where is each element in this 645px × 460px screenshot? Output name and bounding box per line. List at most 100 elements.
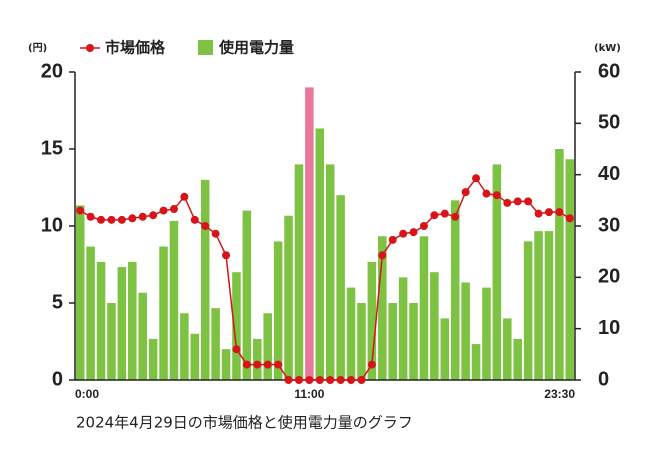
point <box>482 189 491 198</box>
point <box>440 209 449 218</box>
y-tick-label: 10 <box>41 214 63 236</box>
chart-title: 2024年4月29日の市場価格と使用電力量のグラフ <box>76 414 413 432</box>
point <box>159 206 168 215</box>
point <box>367 360 376 369</box>
bar <box>544 231 554 380</box>
point <box>534 209 543 218</box>
point <box>544 208 553 217</box>
bar <box>388 303 397 380</box>
y2-tick-label: 40 <box>598 163 620 185</box>
y2-tick-label: 0 <box>598 368 609 390</box>
bar <box>273 241 283 380</box>
point <box>138 212 147 221</box>
bar <box>419 236 429 380</box>
bar <box>461 282 470 380</box>
point <box>294 376 303 384</box>
bar <box>221 349 231 380</box>
y-tick-label: 15 <box>41 137 63 159</box>
bar <box>107 303 116 380</box>
bar <box>378 236 387 380</box>
point <box>180 192 189 201</box>
y2-tick-label: 10 <box>598 317 620 339</box>
bar <box>190 333 200 380</box>
y2-axis-unit: (kW) <box>594 43 621 54</box>
y-tick-label: 20 <box>41 60 63 82</box>
point <box>263 360 272 369</box>
legend-swatch <box>86 44 94 52</box>
y-tick-label: 0 <box>52 368 63 390</box>
bar <box>242 210 252 380</box>
point <box>378 251 387 260</box>
bar <box>409 303 418 380</box>
point <box>253 360 262 369</box>
point <box>409 228 418 237</box>
bar <box>357 303 366 380</box>
point <box>492 191 501 200</box>
bar <box>263 313 272 380</box>
bar <box>138 292 147 380</box>
y2-tick-label: 50 <box>598 112 620 134</box>
bar <box>555 149 564 380</box>
point <box>347 376 356 384</box>
x-tick-label: 0:00 <box>75 387 99 401</box>
point <box>513 197 522 206</box>
point <box>211 229 220 238</box>
point <box>222 251 231 260</box>
point <box>201 222 210 230</box>
point <box>97 215 106 224</box>
bar <box>86 246 95 380</box>
point <box>555 208 564 217</box>
bar <box>200 179 210 380</box>
y-tick-label: 5 <box>52 291 63 313</box>
point <box>76 206 85 215</box>
x-tick-label: 23:30 <box>544 387 575 401</box>
bar <box>450 200 460 380</box>
bar <box>534 231 543 380</box>
point <box>284 376 293 384</box>
point <box>388 235 397 244</box>
bar <box>75 205 85 380</box>
point <box>315 376 324 384</box>
bar <box>513 338 522 380</box>
bar <box>482 287 491 380</box>
point <box>419 222 428 230</box>
legend-label: 市場価格 <box>105 39 166 57</box>
point <box>149 211 158 220</box>
bar <box>523 241 533 380</box>
bar <box>430 272 439 380</box>
legend-label: 使用電力量 <box>218 39 294 57</box>
y2-tick-label: 60 <box>598 60 620 82</box>
bar <box>294 164 304 380</box>
bar <box>128 261 137 380</box>
bar <box>169 220 179 380</box>
bar <box>336 195 345 380</box>
point <box>451 212 460 221</box>
point <box>565 214 574 223</box>
point <box>326 376 335 384</box>
point <box>461 188 470 197</box>
point <box>107 215 116 224</box>
point <box>117 215 126 224</box>
bar <box>398 277 408 380</box>
legend-swatch <box>198 40 213 55</box>
point <box>169 205 178 214</box>
point <box>242 360 251 369</box>
y-axis-unit: (円) <box>28 42 47 54</box>
bar <box>492 164 502 380</box>
bar <box>367 261 377 380</box>
point <box>399 229 408 238</box>
y2-tick-label: 30 <box>598 214 620 236</box>
point <box>190 215 199 224</box>
point <box>232 345 241 354</box>
point <box>430 211 439 220</box>
bar <box>503 318 512 380</box>
bar <box>315 128 325 380</box>
bar <box>440 318 450 380</box>
point <box>524 197 533 206</box>
bar <box>471 344 481 380</box>
bar <box>346 287 356 380</box>
bar <box>253 338 262 380</box>
bar <box>117 267 127 380</box>
point <box>128 214 137 223</box>
